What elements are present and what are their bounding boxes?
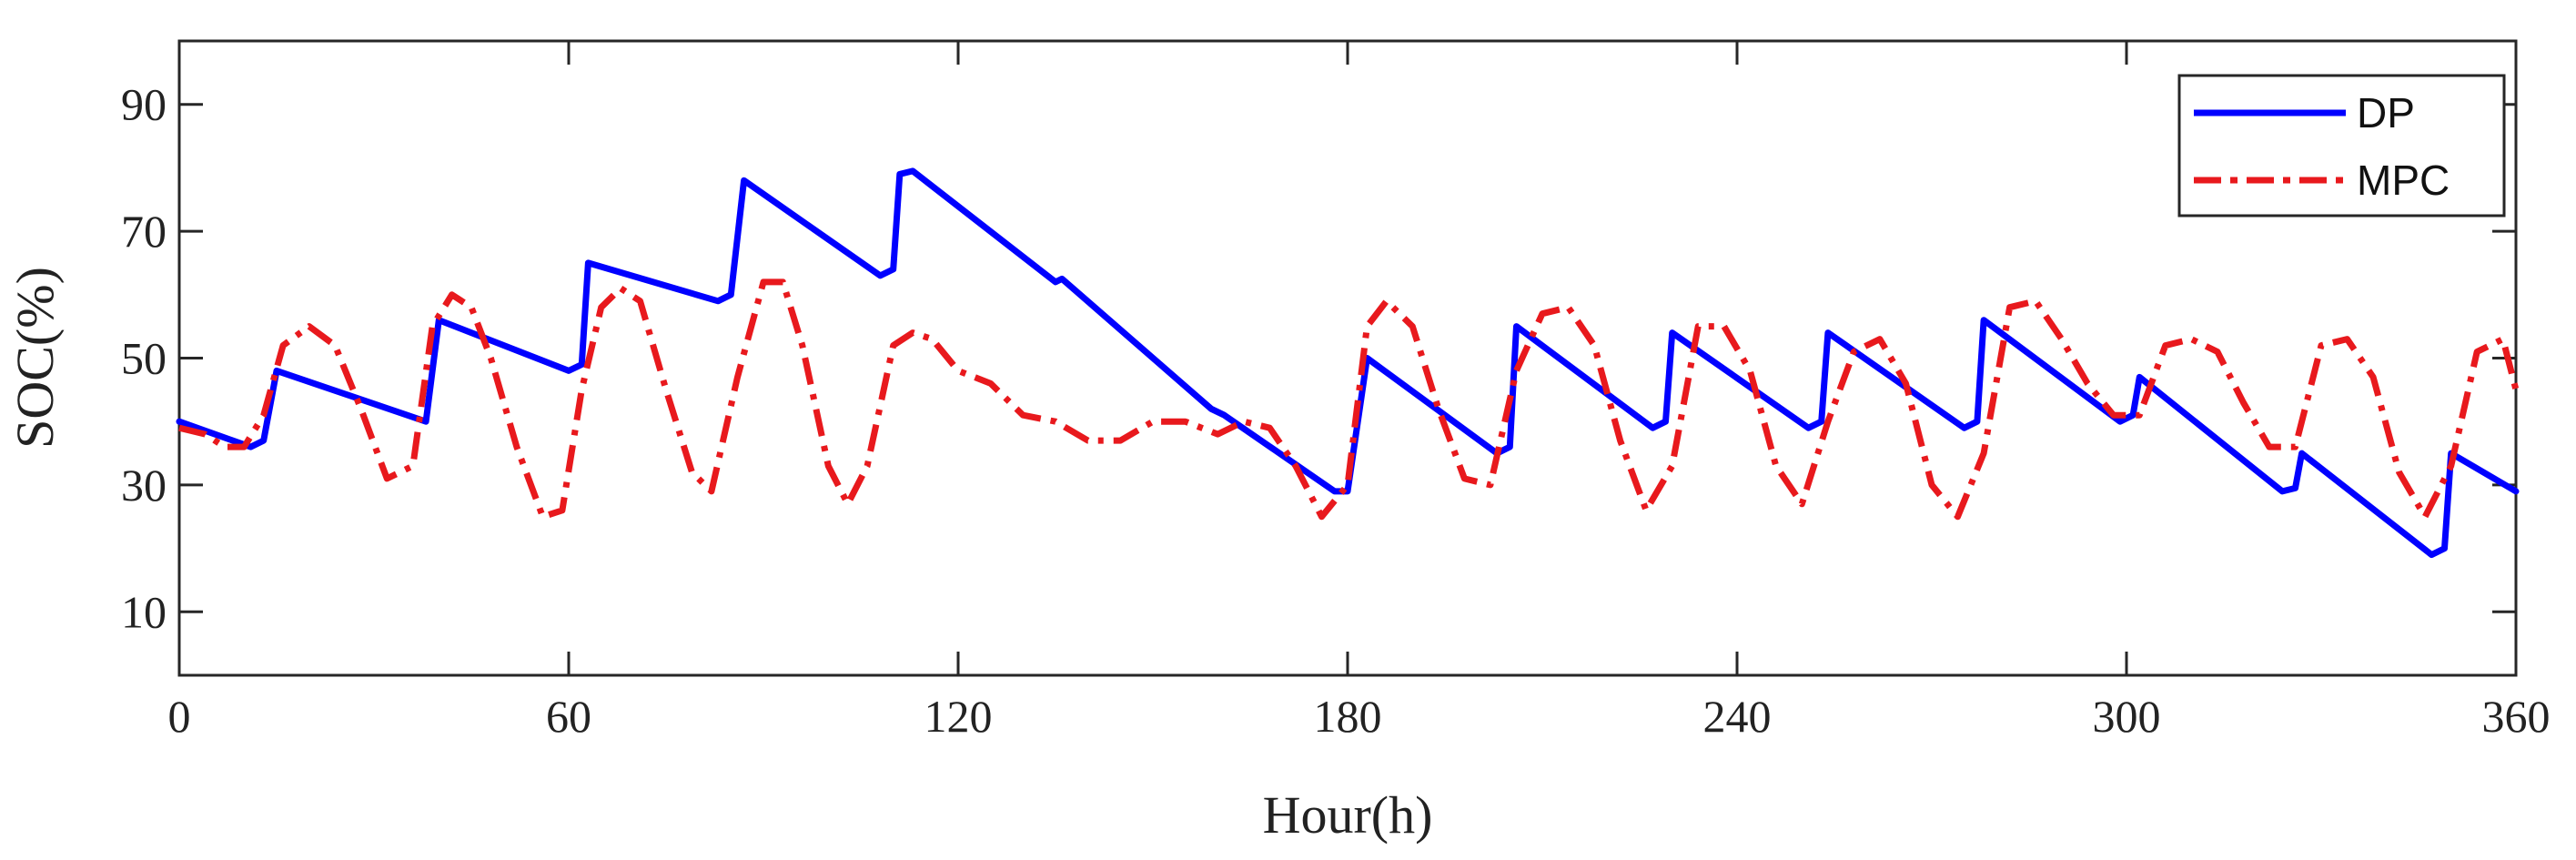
legend: DP MPC [2177,74,2506,218]
x-tick-label: 60 [546,691,591,742]
legend-dp-label: DP [2357,89,2415,137]
y-tick-label: 90 [121,79,167,130]
series-layer [176,167,2520,559]
x-axis-ticks: 0 60 120 180 240 300 360 [168,41,2551,742]
y-tick-label: 10 [121,586,167,637]
y-axis-ticks: 10 30 50 70 90 [121,79,2516,637]
y-axis-label: SOC(%) [5,267,65,449]
y-tick-label: 50 [121,333,167,384]
y-tick-label: 70 [121,206,167,257]
x-axis-label: Hour(h) [1263,785,1433,845]
series-line-dp [176,167,2520,559]
y-tick-label: 30 [121,460,167,511]
x-tick-label: 360 [2482,691,2551,742]
x-tick-label: 0 [168,691,191,742]
x-tick-label: 240 [1703,691,1772,742]
series-line-mpc [178,278,2520,521]
legend-mpc-label: MPC [2357,157,2450,204]
legend-box [2177,74,2506,218]
x-tick-label: 120 [924,691,993,742]
x-tick-label: 300 [2093,691,2161,742]
x-tick-label: 180 [1314,691,1382,742]
